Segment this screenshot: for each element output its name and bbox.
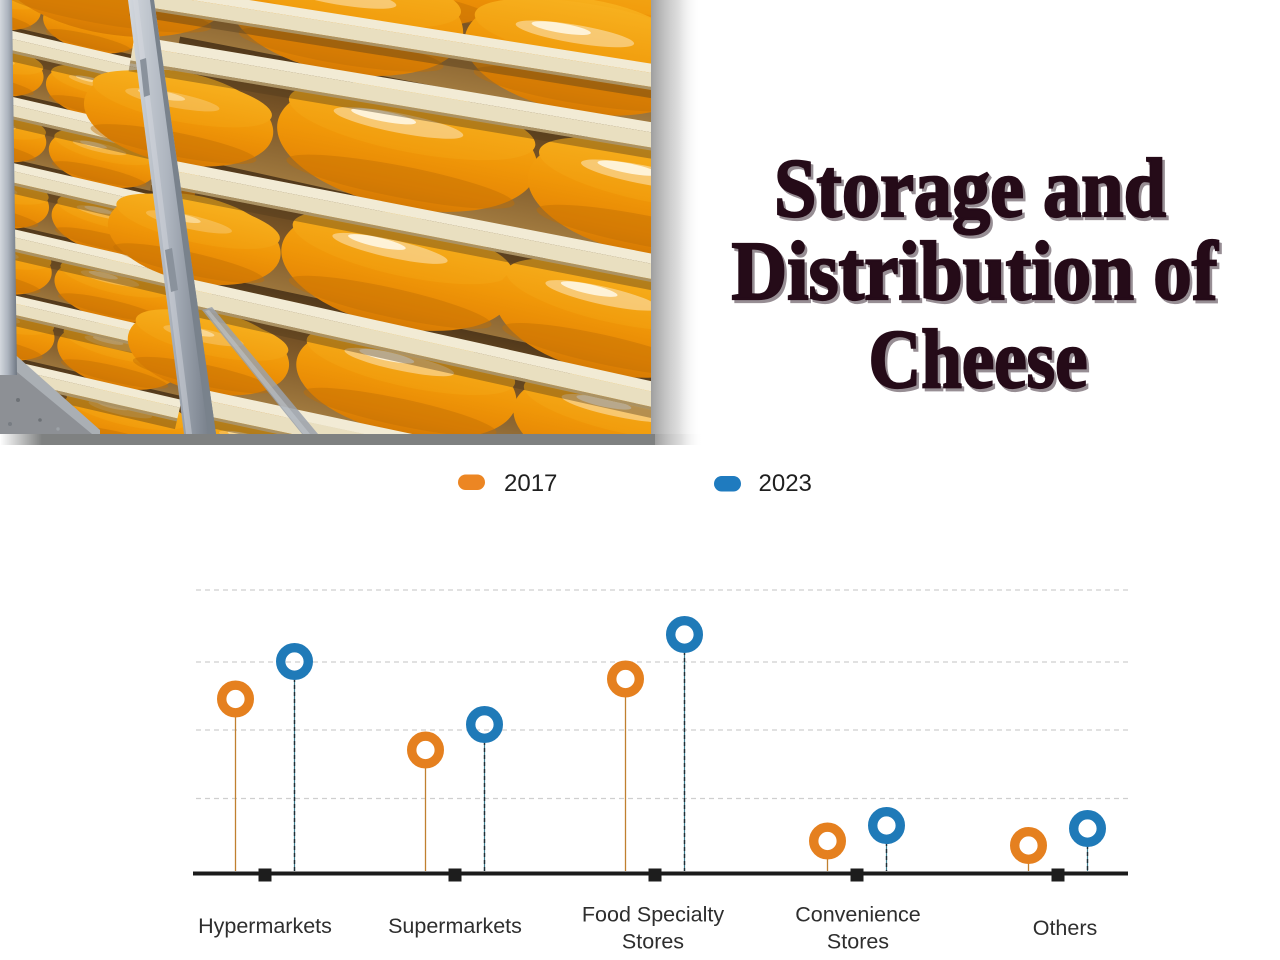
svg-text:Stores: Stores	[622, 930, 684, 954]
svg-text:Hypermarkets: Hypermarkets	[198, 914, 332, 938]
svg-text:Storage and: Storage and	[774, 142, 1166, 235]
svg-text:Distribution of: Distribution of	[734, 228, 1221, 321]
svg-text:Others: Others	[1033, 916, 1098, 940]
svg-text:Storage and: Storage and	[777, 145, 1169, 238]
svg-text:Cheese: Cheese	[869, 313, 1088, 406]
svg-text:Supermarkets: Supermarkets	[388, 914, 522, 938]
svg-text:2023: 2023	[759, 470, 812, 497]
svg-text:Food Specialty: Food Specialty	[582, 903, 724, 927]
svg-text:2017: 2017	[504, 470, 557, 497]
svg-text:Distribution of: Distribution of	[732, 225, 1219, 318]
svg-text:Convenience: Convenience	[795, 903, 921, 927]
svg-text:Stores: Stores	[827, 930, 889, 954]
svg-text:Cheese: Cheese	[871, 316, 1090, 409]
